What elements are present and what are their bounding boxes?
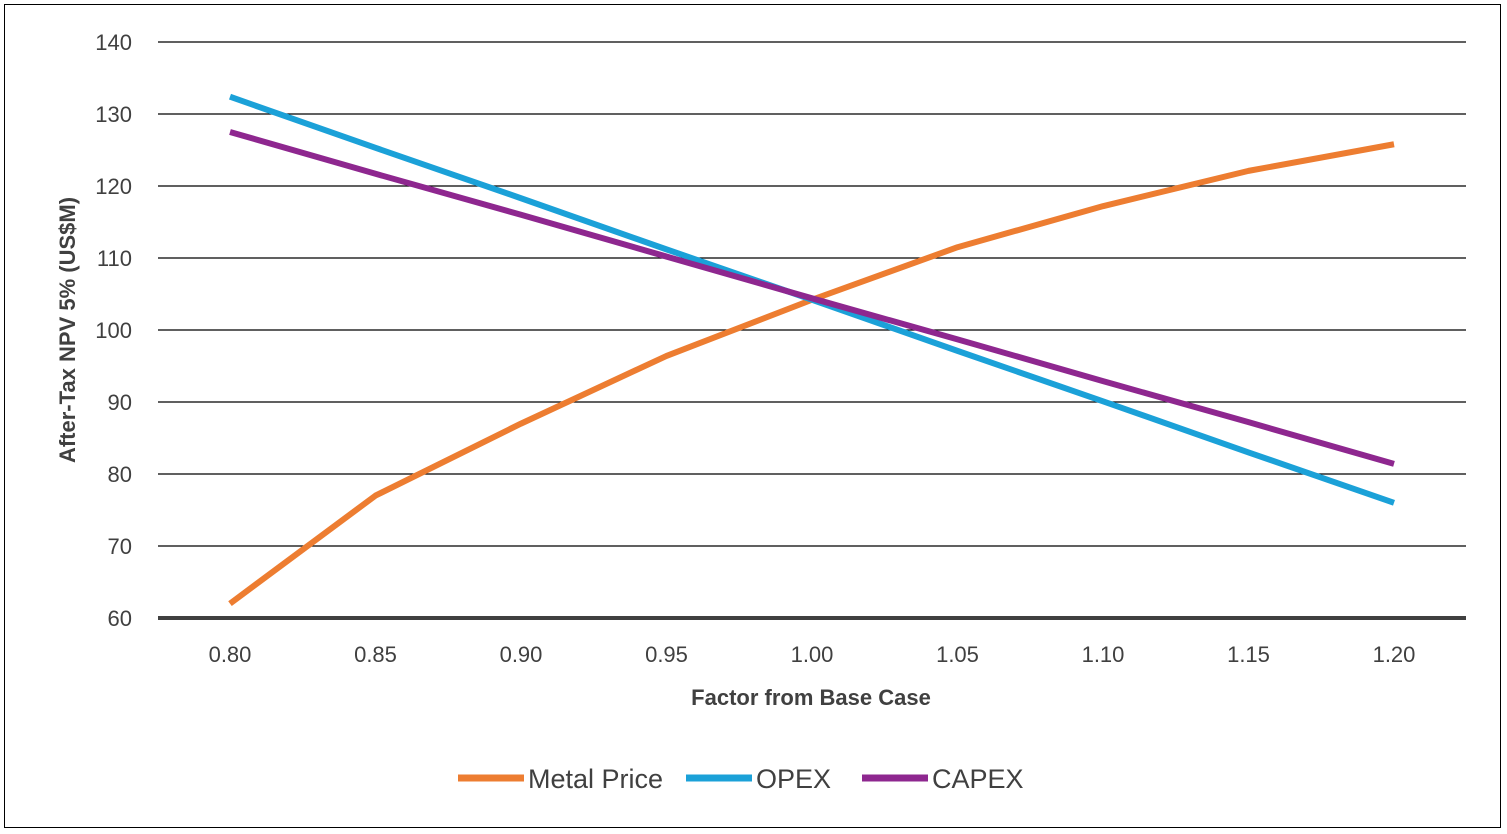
x-tick-label: 0.95 (645, 642, 688, 667)
x-tick-label: 0.80 (209, 642, 252, 667)
x-tick-label: 0.90 (500, 642, 543, 667)
legend-label: Metal Price (528, 764, 663, 794)
y-tick-label: 60 (108, 606, 132, 631)
x-tick-label: 0.85 (354, 642, 397, 667)
chart-frame (4, 4, 1501, 828)
x-tick-label: 1.20 (1373, 642, 1416, 667)
x-tick-label: 1.05 (936, 642, 979, 667)
y-tick-label: 130 (95, 102, 132, 127)
y-tick-label: 140 (95, 30, 132, 55)
legend-label: OPEX (756, 764, 831, 794)
legend-label: CAPEX (932, 764, 1024, 794)
x-tick-label: 1.10 (1082, 642, 1125, 667)
y-tick-label: 120 (95, 174, 132, 199)
series-line-metal-price (228, 141, 1395, 607)
series-line-capex (229, 129, 1395, 467)
y-tick-label: 90 (108, 390, 132, 415)
x-tick-label: 1.00 (791, 642, 834, 667)
y-axis-label: After-Tax NPV 5% (US$M) (55, 197, 80, 463)
y-tick-label: 80 (108, 462, 132, 487)
x-tick-label: 1.15 (1227, 642, 1270, 667)
y-tick-label: 100 (95, 318, 132, 343)
y-tick-label: 110 (97, 246, 132, 271)
y-tick-label: 70 (108, 534, 132, 559)
x-axis-label: Factor from Base Case (691, 685, 931, 710)
